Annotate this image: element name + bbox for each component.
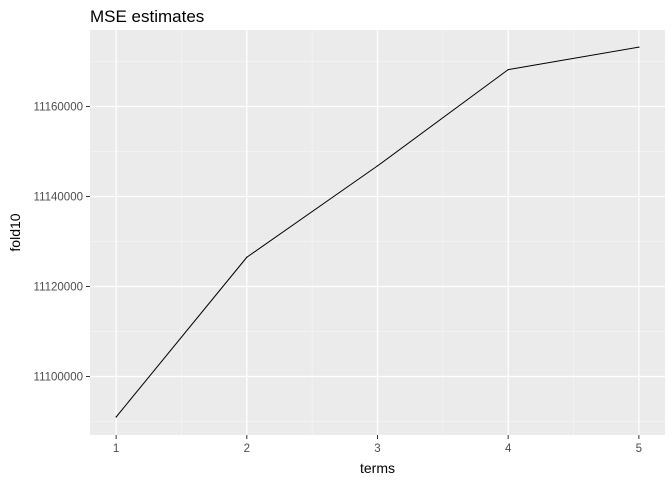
data-point bbox=[376, 165, 379, 167]
chart-title: MSE estimates bbox=[90, 7, 204, 26]
x-axis-label: terms bbox=[360, 460, 395, 476]
x-tick-label: 2 bbox=[244, 443, 250, 455]
data-point bbox=[246, 256, 248, 258]
y-axis-label: fold10 bbox=[7, 213, 23, 251]
y-tick-label: 11160000 bbox=[34, 102, 83, 114]
data-point bbox=[115, 416, 117, 418]
y-tick-label: 11100000 bbox=[34, 372, 83, 384]
x-tick-label: 3 bbox=[374, 443, 380, 455]
data-point bbox=[638, 46, 640, 48]
y-axis-ticks: 11100000 11120000 11140000 11160000 bbox=[34, 102, 90, 384]
y-tick-label: 11140000 bbox=[34, 192, 83, 204]
major-gridlines bbox=[90, 30, 665, 435]
x-tick-label: 4 bbox=[505, 443, 512, 455]
y-tick-label: 11120000 bbox=[34, 282, 83, 294]
x-axis-ticks: 1 2 3 4 5 bbox=[113, 435, 642, 455]
series-layer bbox=[115, 46, 640, 418]
x-tick-label: 1 bbox=[113, 443, 119, 455]
data-point bbox=[507, 69, 509, 71]
x-tick-label: 5 bbox=[636, 443, 642, 455]
